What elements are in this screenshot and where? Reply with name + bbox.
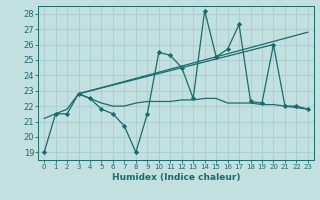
X-axis label: Humidex (Indice chaleur): Humidex (Indice chaleur) xyxy=(112,173,240,182)
